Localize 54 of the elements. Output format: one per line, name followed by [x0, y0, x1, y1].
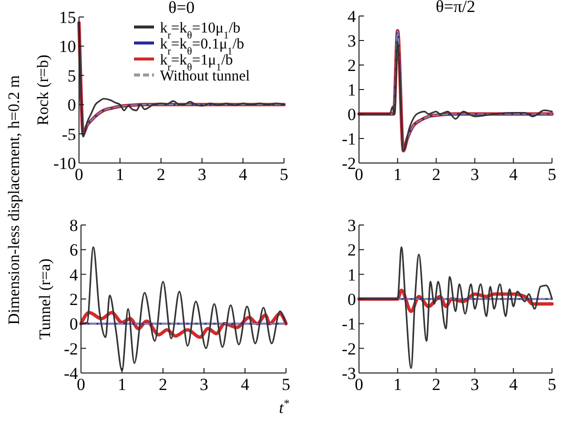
x-tick-label: 2 — [156, 165, 166, 184]
y-tick-label: -2 — [64, 339, 78, 358]
x-tick-label: 2 — [432, 165, 440, 184]
y-tick-label: 2 — [348, 240, 356, 260]
y-tick-label: 10 — [59, 37, 76, 56]
x-tick-label: 3 — [470, 165, 480, 184]
y-tick-label: 1 — [348, 80, 356, 100]
x-tick-label: 1 — [393, 375, 402, 394]
text: Dimension-less displacement, h=0.2 m — [6, 74, 23, 325]
y-axis-title: Rock (r=b) — [35, 54, 52, 126]
y-tick-label: 5 — [68, 66, 76, 86]
y-tick-label: -2 — [342, 154, 356, 173]
y-axis-title: Tunnel (r=a) — [37, 258, 54, 340]
x-tick-label: 3 — [470, 375, 480, 394]
x-tick-label: 5 — [280, 165, 288, 184]
y-tick-label: 4 — [348, 6, 356, 26]
y-tick-label: -10 — [53, 154, 76, 173]
y-tick-label: -5 — [62, 124, 76, 144]
y-tick-label: 4 — [70, 265, 78, 284]
y-tick-label: -3 — [342, 364, 356, 383]
chart-title: θ=0 — [168, 0, 195, 17]
x-tick-label: 1 — [393, 165, 402, 184]
y-tick-label: 8 — [70, 216, 78, 235]
y-tick-label: -1 — [342, 129, 356, 148]
line-series — [358, 246, 553, 369]
y-tick-label: 2 — [70, 290, 78, 309]
y-tick-label: 6 — [70, 240, 78, 260]
y-tick-label: 0 — [348, 290, 356, 309]
y-tick-label: 0 — [348, 104, 356, 124]
x-tick-label: 4 — [238, 165, 248, 184]
x-tick-label: 3 — [198, 165, 206, 184]
x-tick-label: 1 — [116, 165, 124, 184]
x-tick-label: 3 — [200, 375, 208, 394]
y-tick-label: 3 — [348, 31, 356, 50]
y-tick-label: -1 — [342, 314, 356, 334]
x-tick-label: 5 — [548, 165, 556, 184]
x-tick-label: 2 — [158, 375, 168, 394]
chart-title: θ=π/2 — [436, 0, 476, 16]
y-tick-label: 15 — [59, 8, 76, 27]
x-tick-label: 4 — [509, 165, 518, 184]
x-axis-title: t$^{*}$ — [278, 398, 290, 417]
y-tick-label: 3 — [348, 216, 356, 235]
y-tick-label: -2 — [342, 339, 356, 358]
y-tick-label: -4 — [64, 364, 78, 383]
x-tick-label: 4 — [240, 375, 250, 394]
y-tick-label: 0 — [68, 96, 76, 115]
x-tick-label: 4 — [509, 375, 518, 394]
y-tick-label: 0 — [70, 314, 78, 334]
x-tick-label: 5 — [282, 375, 290, 394]
x-tick-label: 5 — [548, 375, 556, 394]
x-tick-label: 1 — [118, 375, 126, 394]
y-tick-label: 1 — [348, 265, 356, 284]
x-tick-label: 2 — [432, 375, 440, 394]
y-tick-label: 2 — [348, 56, 356, 75]
